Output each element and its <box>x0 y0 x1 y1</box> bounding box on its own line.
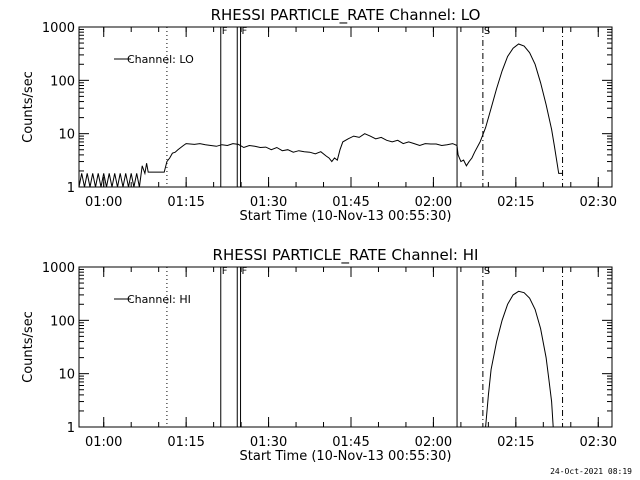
chart1-event-marker-label-5: S <box>484 266 490 277</box>
chart0-x-tick-label-2: 01:30 <box>250 195 287 210</box>
chart1-y-tick-label-0: 1 <box>67 421 75 436</box>
chart0-y-tick-label-3: 1000 <box>42 21 75 36</box>
chart1-x-tick-label-1: 01:15 <box>167 435 204 450</box>
chart1-x-tick-label-4: 02:00 <box>415 435 452 450</box>
chart1-x-axis-label: Start Time (10-Nov-13 00:55:30) <box>240 449 452 464</box>
chart0-event-marker-label-1: F <box>222 26 228 37</box>
chart0-x-tick-label-0: 01:00 <box>85 195 122 210</box>
chart0-event-marker-label-3: F <box>242 26 248 37</box>
chart1-plot-frame <box>78 266 613 428</box>
chart1-series-line-0 <box>485 290 554 428</box>
chart1-y-axis-label: Counts/sec <box>21 311 36 383</box>
chart0-y-tick-label-2: 100 <box>50 74 75 89</box>
chart0-x-tick-label-1: 01:15 <box>167 195 204 210</box>
chart0-x-tick-label-4: 02:00 <box>415 195 452 210</box>
chart0-x-tick-label-3: 01:45 <box>332 195 369 210</box>
chart0-series-line-0 <box>78 43 563 188</box>
chart1-x-tick-label-2: 01:30 <box>250 435 287 450</box>
chart1-x-tick-label-0: 01:00 <box>85 435 122 450</box>
footer-timestamp: 24-Oct-2021 08:19 <box>550 467 632 476</box>
chart1-x-tick-label-6: 02:30 <box>580 435 617 450</box>
chart1-title: RHESSI PARTICLE_RATE Channel: HI <box>213 246 479 265</box>
chart0-event-marker-label-5: S <box>484 26 490 37</box>
chart0-plot-frame <box>78 26 613 188</box>
chart1-event-marker-label-1: F <box>222 266 228 277</box>
chart0-x-tick-label-6: 02:30 <box>580 195 617 210</box>
chart0-y-tick-label-1: 10 <box>58 128 75 143</box>
chart1-event-marker-label-3: F <box>242 266 248 277</box>
chart0-y-tick-label-0: 1 <box>67 181 75 196</box>
chart0-legend-label: Channel: LO <box>127 53 194 66</box>
chart-panel-1: RHESSI PARTICLE_RATE Channel: HI 1 10 100 10… <box>21 246 617 464</box>
chart0-x-axis-label: Start Time (10-Nov-13 00:55:30) <box>240 209 452 224</box>
chart1-y-tick-label-2: 100 <box>50 314 75 329</box>
chart0-x-tick-label-5: 02:15 <box>497 195 534 210</box>
chart-panel-0: RHESSI PARTICLE_RATE Channel: LO 1 10 100 10… <box>21 6 617 224</box>
chart1-legend-label: Channel: HI <box>127 293 191 306</box>
chart1-x-tick-label-3: 01:45 <box>332 435 369 450</box>
chart1-y-tick-label-1: 10 <box>58 368 75 383</box>
chart1-y-tick-label-3: 1000 <box>42 261 75 276</box>
chart1-x-tick-label-5: 02:15 <box>497 435 534 450</box>
chart0-y-axis-label: Counts/sec <box>21 71 36 143</box>
chart0-title: RHESSI PARTICLE_RATE Channel: LO <box>211 6 481 25</box>
